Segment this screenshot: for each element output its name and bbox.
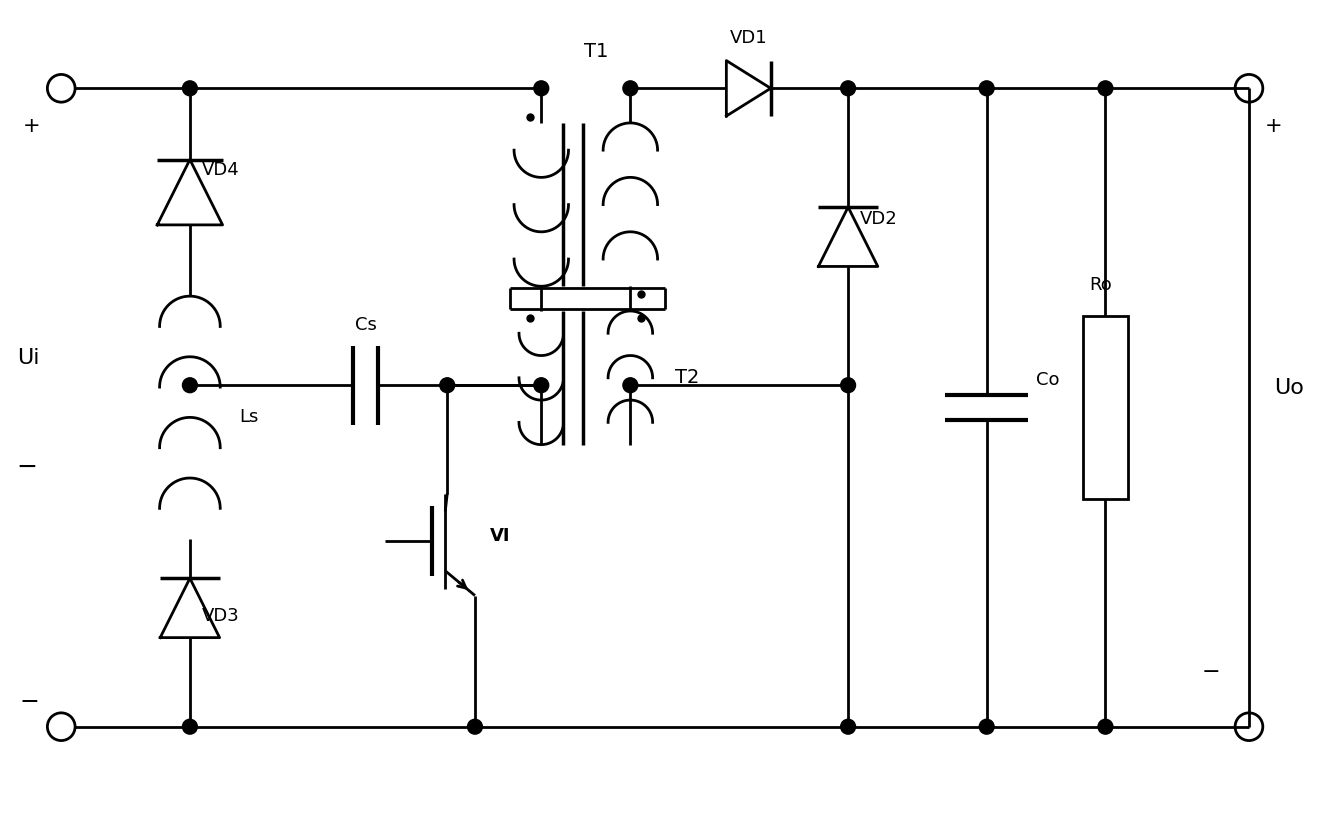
Circle shape — [1098, 720, 1112, 734]
Circle shape — [841, 720, 856, 734]
Text: VD2: VD2 — [860, 210, 897, 228]
Text: −: − — [20, 690, 40, 714]
Text: Ro: Ro — [1090, 276, 1112, 294]
Text: −: − — [1201, 663, 1220, 682]
Circle shape — [841, 378, 856, 393]
Circle shape — [1098, 81, 1112, 95]
Text: T2: T2 — [675, 368, 699, 387]
Text: T1: T1 — [583, 42, 607, 60]
Circle shape — [979, 720, 994, 734]
Text: VD4: VD4 — [202, 161, 239, 179]
Circle shape — [623, 81, 638, 95]
Circle shape — [979, 81, 994, 95]
Text: Cs: Cs — [355, 315, 376, 334]
Circle shape — [182, 720, 197, 734]
Circle shape — [841, 81, 856, 95]
Bar — [1083, 316, 1128, 499]
Circle shape — [534, 81, 549, 95]
Circle shape — [534, 378, 549, 393]
Circle shape — [440, 378, 455, 393]
Circle shape — [182, 81, 197, 95]
Text: +: + — [23, 116, 40, 136]
Text: VD1: VD1 — [731, 29, 768, 46]
Text: Ui: Ui — [17, 348, 39, 368]
Text: −: − — [17, 455, 37, 479]
Text: VD3: VD3 — [202, 607, 239, 625]
Text: +: + — [1265, 116, 1282, 136]
Text: Ls: Ls — [239, 408, 259, 426]
Text: Co: Co — [1037, 371, 1059, 389]
Circle shape — [623, 378, 638, 393]
Circle shape — [468, 720, 482, 734]
Text: Uo: Uo — [1273, 377, 1304, 398]
Circle shape — [182, 378, 197, 393]
Text: VI: VI — [490, 527, 510, 545]
